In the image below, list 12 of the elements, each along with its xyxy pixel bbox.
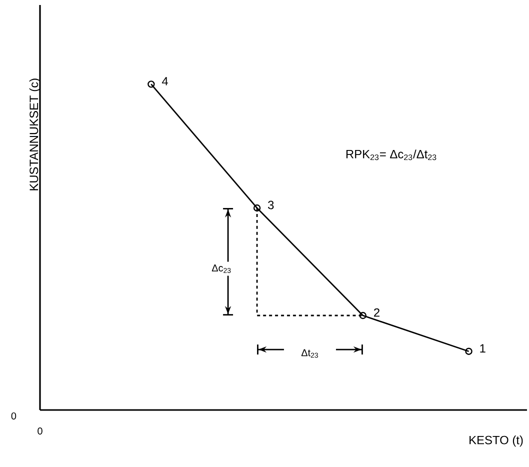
point <box>359 312 366 320</box>
text: 0 <box>38 428 42 435</box>
x-axis-title: KESTO (t) <box>470 436 523 447</box>
annotation: Δc$_{23}$ <box>212 264 231 273</box>
annotation: 3 <box>268 200 274 210</box>
point <box>253 204 261 212</box>
annotation: RPK$_{23}$= Δc$_{23}$/Δt$_{23}$ <box>346 150 436 160</box>
text: 0 <box>11 412 16 420</box>
annotation: 2 <box>374 308 380 317</box>
annotation: 4 <box>162 77 168 86</box>
annotation: 1 <box>480 344 486 352</box>
annotation: Δt$_{23}$ <box>301 349 318 358</box>
